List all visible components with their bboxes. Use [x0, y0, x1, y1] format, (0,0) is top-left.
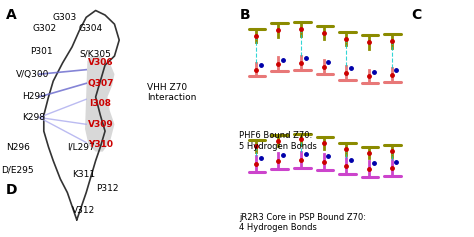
Text: V312: V312	[72, 206, 95, 215]
Text: C: C	[411, 8, 421, 22]
Text: K298: K298	[23, 113, 46, 122]
Text: jR2R3 Core in PSP Bound Z70:
4 Hydrogen Bonds: jR2R3 Core in PSP Bound Z70: 4 Hydrogen …	[239, 213, 366, 232]
Text: Q307: Q307	[87, 79, 114, 88]
Text: G304: G304	[79, 24, 103, 33]
Text: V309: V309	[88, 120, 113, 129]
Text: Y310: Y310	[88, 140, 113, 149]
Text: D/E295: D/E295	[1, 165, 34, 174]
Text: G303: G303	[53, 13, 77, 22]
Text: V/Q300: V/Q300	[16, 70, 49, 79]
Text: V306: V306	[88, 58, 113, 67]
Text: G302: G302	[32, 24, 56, 33]
Text: PHF6 Bound Z70:
5 Hydrogen Bonds: PHF6 Bound Z70: 5 Hydrogen Bonds	[239, 131, 317, 150]
Text: N296: N296	[6, 142, 30, 151]
Text: VHH Z70
Interaction: VHH Z70 Interaction	[147, 83, 197, 102]
Text: S/K305: S/K305	[80, 49, 111, 58]
Polygon shape	[85, 56, 115, 152]
Text: D: D	[6, 183, 18, 197]
Text: I/L297: I/L297	[67, 142, 95, 151]
Text: P301: P301	[30, 47, 52, 56]
Text: H299: H299	[23, 92, 46, 101]
Text: A: A	[6, 8, 17, 22]
Text: I308: I308	[89, 99, 111, 108]
Text: K311: K311	[72, 170, 95, 179]
Text: B: B	[239, 8, 250, 22]
Text: P312: P312	[96, 183, 118, 192]
